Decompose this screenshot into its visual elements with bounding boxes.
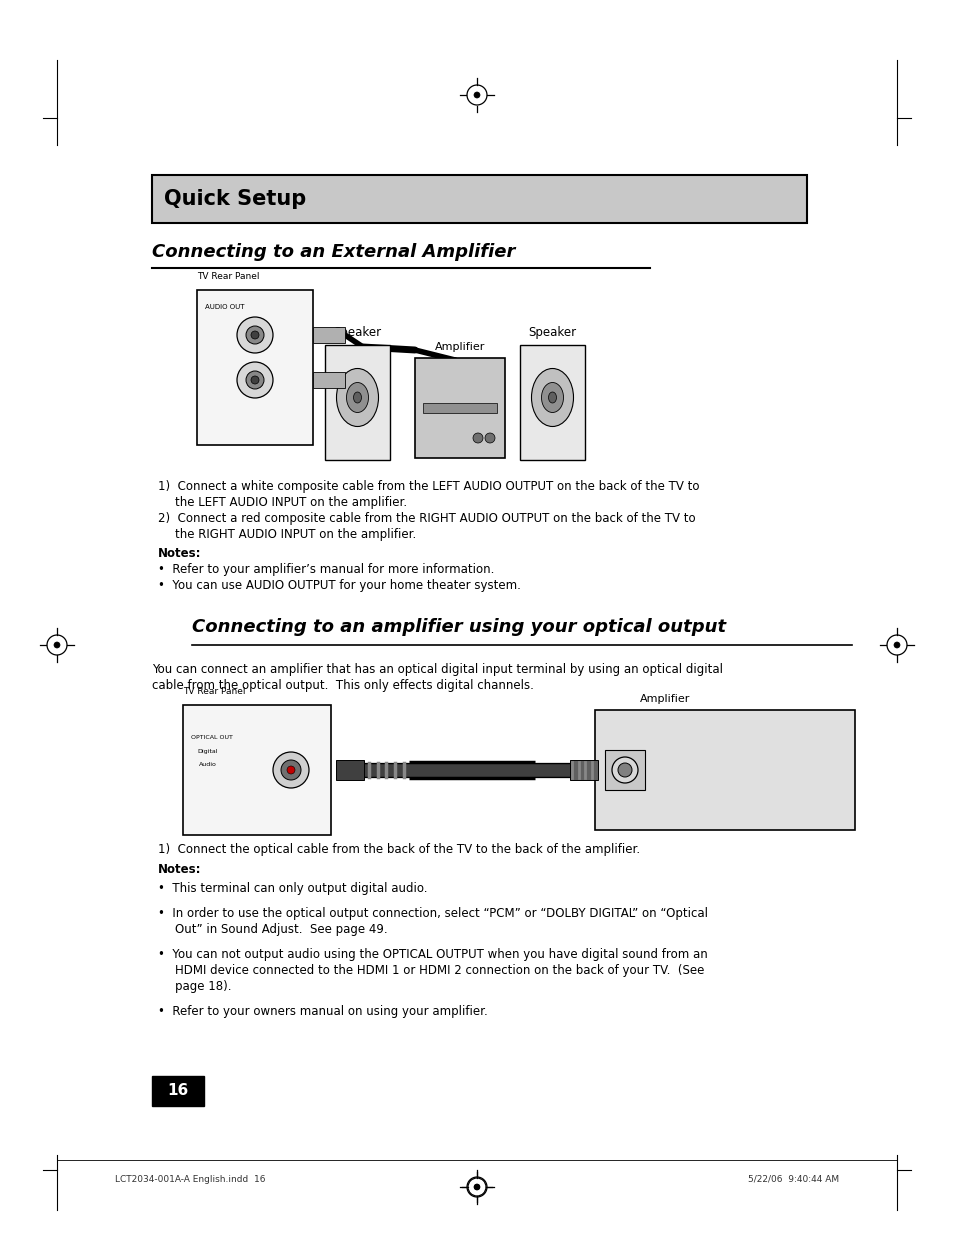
Circle shape bbox=[484, 433, 495, 443]
Text: Amplifier: Amplifier bbox=[435, 342, 485, 352]
Bar bbox=[422, 403, 497, 412]
Ellipse shape bbox=[541, 383, 563, 412]
Text: Out” in Sound Adjust.  See page 49.: Out” in Sound Adjust. See page 49. bbox=[174, 923, 387, 936]
Text: Speaker: Speaker bbox=[334, 326, 381, 338]
Circle shape bbox=[246, 326, 264, 345]
Text: •  Refer to your owners manual on using your amplifier.: • Refer to your owners manual on using y… bbox=[158, 1005, 487, 1018]
Bar bbox=[152, 1076, 204, 1107]
Circle shape bbox=[474, 1184, 479, 1189]
Text: 2)  Connect a red composite cable from the RIGHT AUDIO OUTPUT on the back of the: 2) Connect a red composite cable from th… bbox=[158, 513, 695, 525]
Bar bbox=[325, 345, 390, 459]
Bar bbox=[183, 705, 331, 835]
Circle shape bbox=[281, 760, 301, 781]
Ellipse shape bbox=[354, 391, 361, 403]
Circle shape bbox=[287, 766, 294, 774]
Text: Speaker: Speaker bbox=[528, 326, 576, 338]
Text: cable from the optical output.  This only effects digital channels.: cable from the optical output. This only… bbox=[152, 679, 534, 692]
Circle shape bbox=[618, 763, 631, 777]
Text: AUDIO OUT: AUDIO OUT bbox=[205, 304, 244, 310]
Text: the LEFT AUDIO INPUT on the amplifier.: the LEFT AUDIO INPUT on the amplifier. bbox=[174, 496, 407, 509]
Text: •  You can not output audio using the OPTICAL OUTPUT when you have digital sound: • You can not output audio using the OPT… bbox=[158, 948, 707, 961]
Text: 1)  Connect the optical cable from the back of the TV to the back of the amplifi: 1) Connect the optical cable from the ba… bbox=[158, 844, 639, 856]
Ellipse shape bbox=[548, 391, 556, 403]
Bar bbox=[152, 175, 806, 224]
Text: Notes:: Notes: bbox=[158, 863, 201, 876]
Ellipse shape bbox=[531, 368, 573, 426]
Text: the RIGHT AUDIO INPUT on the amplifier.: the RIGHT AUDIO INPUT on the amplifier. bbox=[174, 529, 416, 541]
Bar bbox=[313, 327, 345, 343]
Text: OPTICAL OUT: OPTICAL OUT bbox=[191, 735, 233, 740]
Text: Amplifier: Amplifier bbox=[639, 694, 689, 704]
Text: 1)  Connect a white composite cable from the LEFT AUDIO OUTPUT on the back of th: 1) Connect a white composite cable from … bbox=[158, 480, 699, 493]
Text: Digital: Digital bbox=[196, 748, 217, 755]
Circle shape bbox=[473, 433, 482, 443]
Bar bbox=[415, 358, 504, 458]
Text: Connecting to an amplifier using your optical output: Connecting to an amplifier using your op… bbox=[192, 618, 725, 636]
Text: Connecting to an External Amplifier: Connecting to an External Amplifier bbox=[152, 243, 515, 261]
Circle shape bbox=[251, 375, 258, 384]
Text: LCT2034-001A-A English.indd  16: LCT2034-001A-A English.indd 16 bbox=[115, 1174, 265, 1184]
Text: •  This terminal can only output digital audio.: • This terminal can only output digital … bbox=[158, 882, 427, 895]
Bar bbox=[595, 710, 854, 830]
Text: 5/22/06  9:40:44 AM: 5/22/06 9:40:44 AM bbox=[747, 1174, 838, 1184]
Circle shape bbox=[612, 757, 638, 783]
Circle shape bbox=[893, 642, 899, 648]
Circle shape bbox=[236, 317, 273, 353]
Text: •  Refer to your amplifier’s manual for more information.: • Refer to your amplifier’s manual for m… bbox=[158, 563, 494, 576]
Text: •  In order to use the optical output connection, select “PCM” or “DOLBY DIGITAL: • In order to use the optical output con… bbox=[158, 906, 707, 920]
Text: You can connect an amplifier that has an optical digital input terminal by using: You can connect an amplifier that has an… bbox=[152, 663, 722, 676]
Circle shape bbox=[474, 91, 479, 98]
Circle shape bbox=[236, 362, 273, 398]
Bar bbox=[569, 760, 598, 781]
Text: Quick Setup: Quick Setup bbox=[164, 189, 306, 209]
Text: HDMI device connected to the HDMI 1 or HDMI 2 connection on the back of your TV.: HDMI device connected to the HDMI 1 or H… bbox=[174, 965, 703, 977]
Circle shape bbox=[251, 331, 258, 338]
Text: •  You can use AUDIO OUTPUT for your home theater system.: • You can use AUDIO OUTPUT for your home… bbox=[158, 579, 520, 592]
Ellipse shape bbox=[346, 383, 368, 412]
Bar bbox=[604, 750, 644, 790]
Text: TV Rear Panel: TV Rear Panel bbox=[196, 272, 259, 282]
Text: TV Rear Panel: TV Rear Panel bbox=[183, 687, 245, 697]
Circle shape bbox=[273, 752, 309, 788]
Circle shape bbox=[54, 642, 60, 648]
Text: 16: 16 bbox=[167, 1083, 189, 1098]
Bar bbox=[335, 760, 364, 781]
Text: Notes:: Notes: bbox=[158, 547, 201, 559]
Circle shape bbox=[246, 370, 264, 389]
Bar bbox=[313, 372, 345, 388]
Circle shape bbox=[474, 1184, 479, 1191]
Text: Audio: Audio bbox=[199, 762, 216, 767]
Bar bbox=[196, 290, 313, 445]
Text: page 18).: page 18). bbox=[174, 981, 232, 993]
Ellipse shape bbox=[336, 368, 378, 426]
Bar bbox=[519, 345, 584, 459]
